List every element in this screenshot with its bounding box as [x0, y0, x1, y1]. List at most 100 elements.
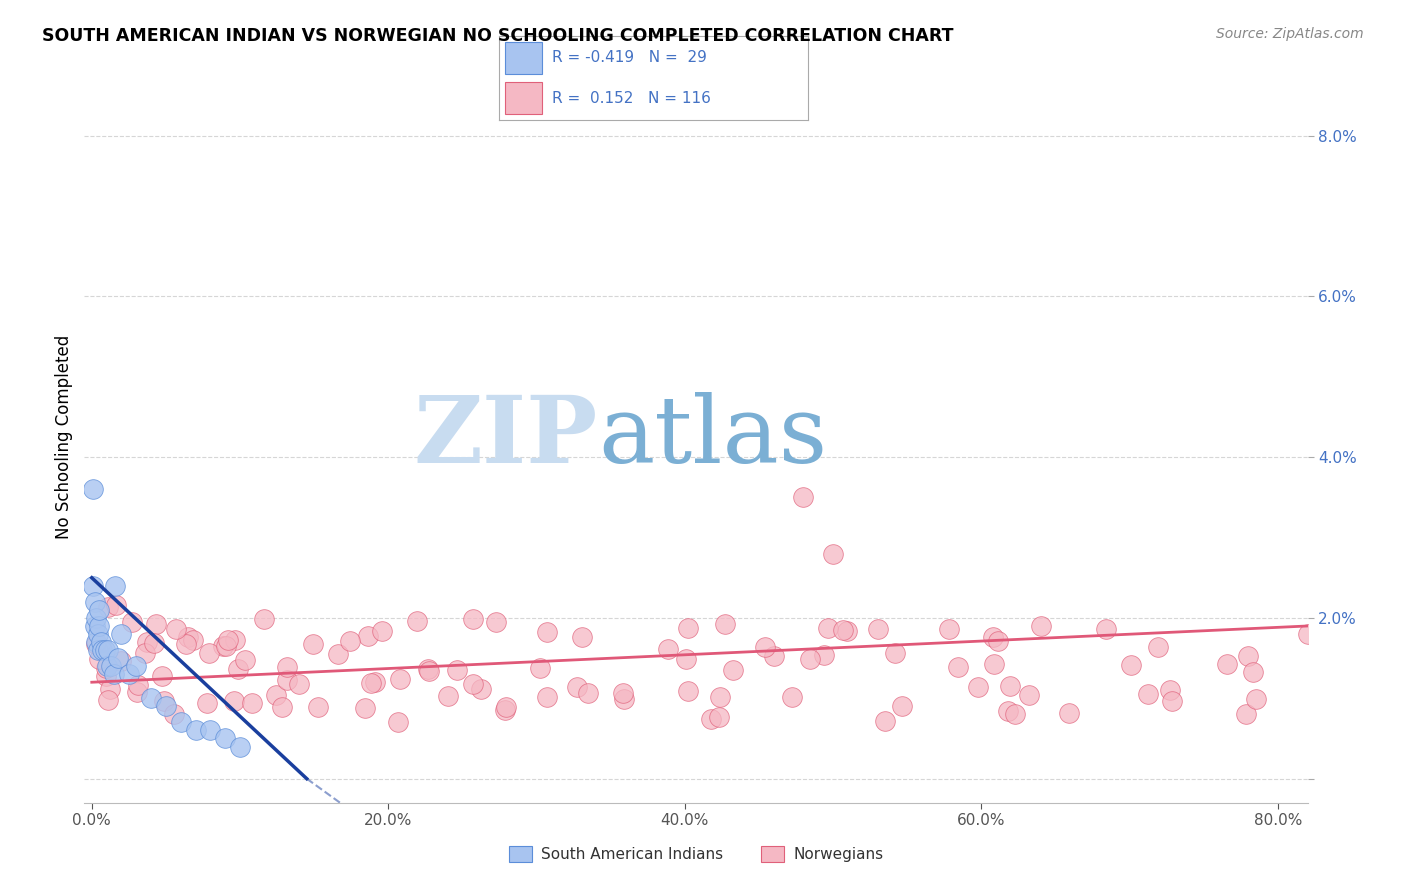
- Point: [938, 622, 960, 636]
- Point: [195, 696, 218, 710]
- Point: [998, 679, 1021, 693]
- Point: [866, 622, 889, 636]
- Point: [405, 614, 427, 628]
- Point: [370, 624, 392, 639]
- Point: [155, 699, 177, 714]
- Point: [86, 627, 108, 641]
- Point: [891, 698, 914, 713]
- Y-axis label: No Schooling Completed: No Schooling Completed: [55, 335, 73, 539]
- Point: [91, 643, 114, 657]
- Point: [709, 690, 731, 705]
- Point: [87, 651, 110, 665]
- Point: [565, 680, 588, 694]
- Point: [240, 696, 263, 710]
- Point: [354, 701, 377, 715]
- Text: R = -0.419   N =  29: R = -0.419 N = 29: [551, 50, 707, 65]
- Point: [125, 659, 148, 673]
- Point: [782, 690, 804, 705]
- Point: [307, 700, 329, 714]
- Point: [170, 715, 193, 730]
- Point: [446, 663, 468, 677]
- Point: [83, 595, 105, 609]
- Point: [1216, 657, 1239, 672]
- Point: [1018, 689, 1040, 703]
- Point: [118, 667, 141, 681]
- Point: [1241, 665, 1264, 680]
- Point: [82, 579, 104, 593]
- Point: [215, 639, 238, 653]
- Point: [103, 667, 125, 681]
- Point: [763, 649, 786, 664]
- Point: [792, 491, 814, 505]
- Point: [823, 547, 845, 561]
- Point: [176, 630, 198, 644]
- Point: [181, 632, 204, 647]
- Point: [675, 651, 697, 665]
- Point: [875, 714, 897, 729]
- Point: [82, 483, 104, 497]
- Point: [1136, 687, 1159, 701]
- Point: [832, 623, 855, 637]
- Point: [302, 637, 325, 651]
- Point: [200, 723, 222, 738]
- Point: [967, 680, 990, 694]
- Point: [127, 685, 149, 699]
- Point: [463, 677, 485, 691]
- Point: [270, 700, 292, 714]
- Point: [121, 615, 143, 629]
- Point: [174, 637, 197, 651]
- Point: [713, 616, 735, 631]
- Point: [100, 659, 122, 673]
- Point: [84, 611, 107, 625]
- Point: [226, 662, 249, 676]
- Point: [233, 653, 256, 667]
- Point: [364, 675, 387, 690]
- Point: [357, 629, 380, 643]
- Point: [813, 648, 835, 663]
- Point: [1246, 692, 1268, 706]
- Point: [835, 624, 858, 638]
- Point: [1031, 619, 1053, 633]
- Point: [387, 714, 409, 729]
- Point: [143, 636, 166, 650]
- Point: [700, 712, 723, 726]
- Point: [1119, 657, 1142, 672]
- Point: [1057, 706, 1080, 720]
- Point: [485, 615, 508, 629]
- FancyBboxPatch shape: [505, 42, 543, 74]
- Point: [1296, 627, 1319, 641]
- Point: [997, 704, 1019, 718]
- Point: [536, 625, 558, 640]
- Point: [494, 703, 516, 717]
- Point: [536, 690, 558, 705]
- FancyBboxPatch shape: [505, 82, 543, 114]
- Point: [162, 706, 184, 721]
- Point: [388, 672, 411, 686]
- Point: [222, 694, 245, 708]
- Point: [134, 646, 156, 660]
- Point: [754, 640, 776, 654]
- Point: [987, 634, 1010, 648]
- Point: [97, 643, 120, 657]
- Point: [94, 643, 117, 657]
- Text: R =  0.152   N = 116: R = 0.152 N = 116: [551, 91, 710, 106]
- Text: SOUTH AMERICAN INDIAN VS NORWEGIAN NO SCHOOLING COMPLETED CORRELATION CHART: SOUTH AMERICAN INDIAN VS NORWEGIAN NO SC…: [42, 27, 953, 45]
- Point: [276, 673, 298, 687]
- Point: [612, 686, 634, 700]
- Point: [110, 654, 132, 668]
- Point: [1095, 622, 1118, 636]
- Point: [276, 659, 298, 673]
- Point: [104, 579, 127, 593]
- Point: [97, 692, 120, 706]
- Point: [135, 635, 157, 649]
- Point: [198, 646, 221, 660]
- Point: [676, 620, 699, 634]
- Point: [89, 619, 111, 633]
- Point: [127, 678, 149, 692]
- Point: [90, 635, 112, 649]
- Point: [983, 630, 1005, 644]
- Point: [97, 600, 120, 615]
- Point: [1159, 682, 1181, 697]
- Point: [339, 634, 361, 648]
- Point: [107, 651, 129, 665]
